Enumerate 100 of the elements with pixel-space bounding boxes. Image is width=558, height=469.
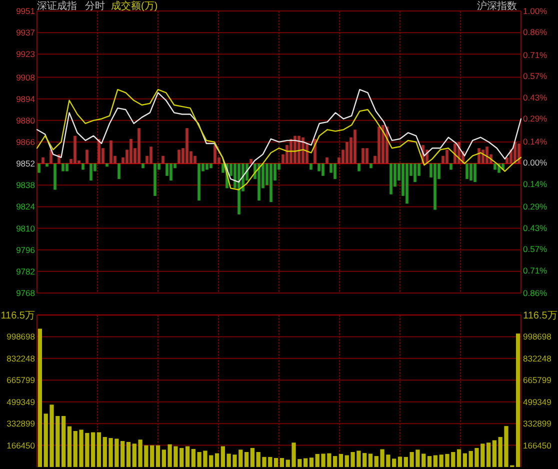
y2-tick-label: 1.00% — [523, 6, 548, 16]
bar — [91, 432, 96, 467]
bar — [118, 164, 120, 179]
y-tick-label: 665799 — [6, 375, 36, 386]
bar — [414, 164, 416, 182]
y2-tick-label: 166450 — [523, 440, 552, 450]
y2-tick-label: 0.86% — [523, 288, 548, 298]
bar — [156, 445, 160, 467]
bar — [186, 128, 188, 164]
y-tick-label: 832248 — [6, 353, 36, 364]
y2-tick-label: 0.14% — [523, 178, 548, 189]
bar — [370, 164, 372, 168]
y-tick-label: 166450 — [6, 440, 36, 450]
bar — [454, 144, 456, 164]
y-tick-label: 9880 — [16, 115, 36, 126]
bar — [366, 148, 368, 164]
bar — [294, 136, 296, 164]
bar — [362, 453, 367, 467]
bar — [346, 142, 348, 164]
y-tick-label: 499349 — [6, 396, 36, 407]
y2-tick-label: 0.14% — [523, 136, 548, 146]
bar — [518, 144, 520, 164]
bar — [198, 164, 200, 201]
bar — [494, 164, 496, 170]
bar — [280, 458, 284, 467]
bar — [150, 146, 152, 164]
y2-tick-label: 0.86% — [523, 27, 548, 38]
bar — [42, 157, 44, 164]
bar — [298, 136, 300, 164]
bar — [303, 458, 308, 467]
chart-title: 深证成指 — [37, 0, 77, 12]
bar — [38, 164, 40, 173]
y2-tick-label: 832248 — [523, 353, 552, 364]
bar — [406, 164, 408, 204]
bar — [220, 446, 225, 467]
bar — [238, 164, 240, 214]
y-tick-label: 9852 — [16, 158, 36, 169]
bar — [46, 164, 48, 167]
bar — [120, 441, 125, 467]
bar — [142, 164, 144, 168]
bar — [170, 164, 172, 181]
y-tick-label: 9838 — [16, 180, 36, 190]
y-tick-label: 9866 — [16, 136, 36, 147]
chart-subtitle: 分时 — [85, 0, 105, 12]
bar — [309, 458, 314, 467]
y2-tick-label: 0.57% — [523, 244, 548, 254]
y-tick-label: 9937 — [16, 28, 36, 38]
bar — [310, 164, 312, 170]
bar — [126, 442, 131, 467]
bar — [130, 138, 132, 164]
y-tick-label: 9908 — [16, 72, 36, 82]
bar — [244, 452, 249, 467]
bar — [470, 164, 472, 181]
bar — [210, 164, 212, 168]
bar — [433, 455, 438, 467]
bar — [378, 126, 380, 164]
bar — [250, 448, 255, 467]
y2-tick-label: 0.43% — [523, 222, 548, 233]
bar — [450, 164, 452, 170]
y-tick-label: 998698 — [6, 332, 36, 342]
bar — [214, 453, 220, 467]
y-tick-label: 9824 — [16, 202, 36, 212]
y2-tick-label: 998698 — [523, 332, 552, 342]
bar — [382, 125, 384, 164]
y2-tick-label: 499349 — [523, 396, 552, 407]
bar — [162, 156, 164, 164]
y-tick-label: 332899 — [6, 418, 36, 429]
bar — [138, 128, 140, 164]
bar — [54, 164, 56, 190]
bar — [67, 426, 72, 467]
bar — [90, 164, 92, 181]
bar — [38, 328, 42, 467]
bar — [185, 446, 190, 467]
text: 116.5万 — [0, 310, 35, 322]
bar — [178, 150, 180, 164]
annotation: 沪深指数 — [477, 0, 517, 12]
bar — [456, 449, 462, 467]
bar — [66, 164, 68, 172]
bar — [358, 164, 360, 172]
bar — [302, 137, 304, 164]
bar — [206, 164, 208, 170]
bar — [250, 158, 252, 164]
bar — [486, 442, 491, 467]
bar — [82, 164, 84, 170]
bar — [214, 145, 216, 164]
y2-tick-label: 0.71% — [523, 50, 548, 60]
y2-tick-label: 0.00% — [523, 158, 548, 168]
bar — [86, 150, 88, 164]
text: 116.5万 — [523, 310, 558, 322]
bar — [462, 453, 467, 467]
bar — [368, 454, 373, 467]
y2-tick-label: 665799 — [523, 375, 552, 386]
bar — [466, 164, 468, 179]
bar — [62, 164, 64, 172]
bar — [446, 150, 448, 164]
bar — [74, 136, 76, 164]
bar — [333, 456, 338, 467]
bar — [486, 146, 488, 164]
bar — [362, 148, 364, 164]
y-tick-label: 9810 — [16, 223, 36, 234]
